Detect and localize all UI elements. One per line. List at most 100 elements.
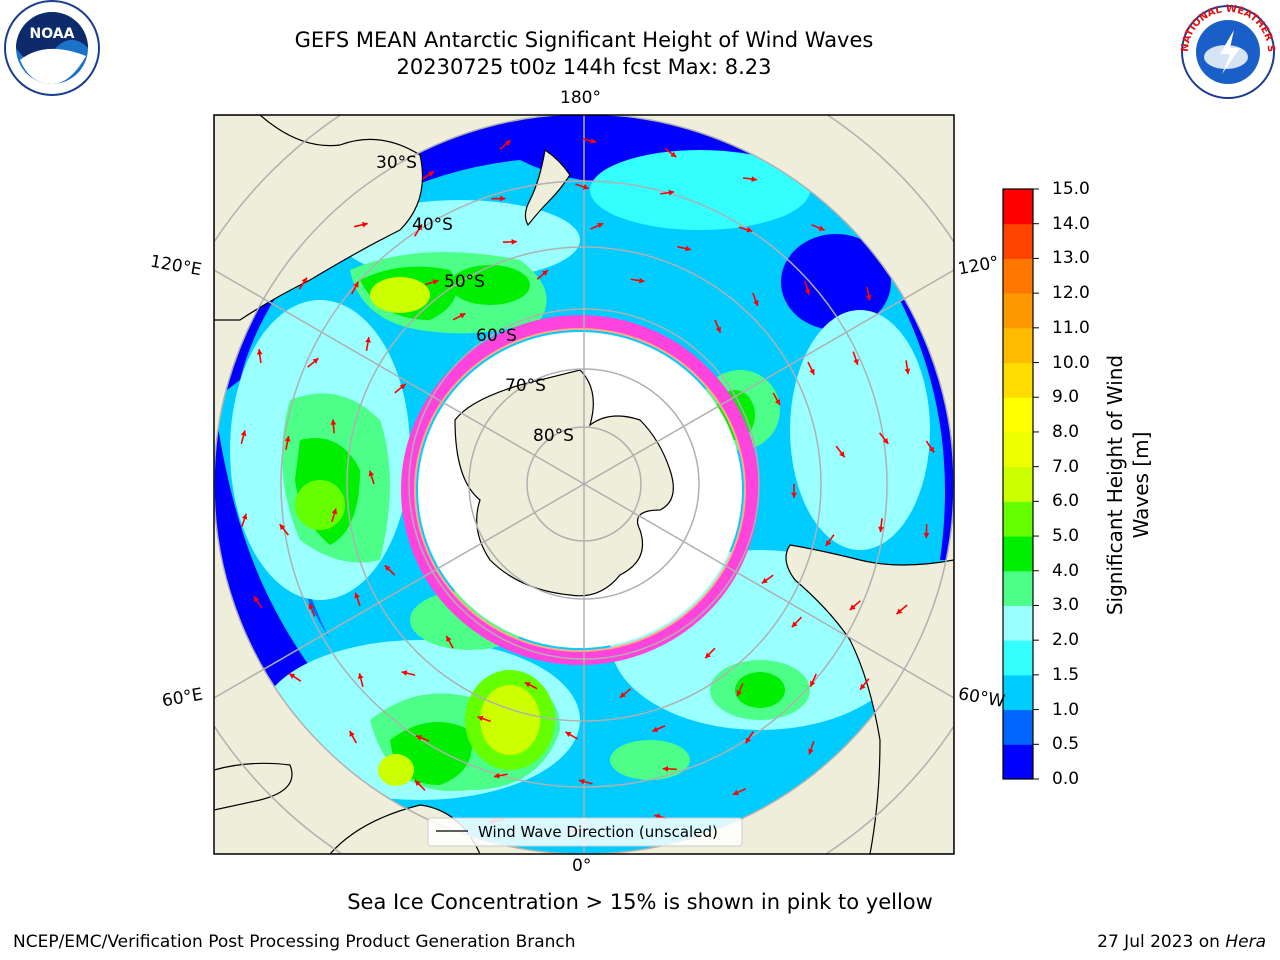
lon-label-180: 180° — [560, 88, 601, 108]
wind-arrow-head — [368, 470, 375, 477]
wind-arrow-head — [253, 596, 260, 603]
wind-arrow-head — [761, 577, 768, 584]
colorbar-band — [1003, 570, 1033, 606]
wind-arrow-head — [401, 670, 408, 676]
colorbar-band — [1003, 223, 1033, 259]
wind-arrow-head — [638, 277, 645, 284]
legend-label: Wind Wave Direction (unscaled) — [478, 823, 718, 841]
nws-logo: NATIONAL WEATHER SERVICE — [1176, 2, 1276, 99]
noaa-logo: NOAA — [4, 0, 100, 96]
colorbar-tick-label: 11.0 — [1052, 317, 1090, 338]
colorbar — [1003, 188, 1039, 780]
wind-arrow-head — [896, 608, 903, 615]
wind-arrow-head — [579, 778, 585, 785]
footer-machine: Hera — [1225, 932, 1266, 952]
colorbar-band — [1003, 709, 1033, 745]
wind-arrow-head — [904, 368, 911, 375]
colorbar-band — [1003, 674, 1033, 711]
colorbar-tick-label: 0.0 — [1052, 769, 1080, 789]
wind-arrow-head — [774, 399, 780, 406]
lat-label-60s: 60°S — [476, 326, 517, 346]
colorbar-band — [1003, 258, 1033, 294]
wind-arrow-head — [279, 524, 286, 531]
wind-arrow-head — [312, 358, 319, 364]
wind-arrow-head — [751, 176, 757, 182]
footer-credit: NCEP/EMC/Verification Post Processing Pr… — [13, 932, 576, 952]
colorbar-band — [1003, 605, 1033, 641]
wind-arrow-head — [354, 592, 360, 599]
colorbar-title: Significant Height of Wind Waves [m] — [1103, 354, 1153, 616]
wind-arrow-head — [414, 780, 421, 787]
wind-arrow-head — [715, 326, 721, 333]
colorbar-tick-label: 7.0 — [1052, 456, 1080, 477]
wind-arrow-head — [349, 730, 355, 737]
footer-date-prefix: 27 Jul 2023 on — [1097, 932, 1226, 952]
wind-arrow-head — [361, 221, 368, 228]
wind-arrow-head — [652, 726, 659, 732]
colorbar-tick-label: 15.0 — [1052, 179, 1090, 199]
wind-arrow-head — [662, 766, 669, 772]
wind-arrow-head — [357, 673, 364, 680]
wind-arrow-head — [241, 513, 248, 520]
colorbar-band — [1003, 466, 1033, 502]
colorbar-frame — [1002, 188, 1034, 780]
wind-arrow-head — [810, 680, 816, 687]
wind-arrow-head — [736, 690, 742, 697]
colorbar-tick-label: 10.0 — [1052, 352, 1090, 373]
wind-arrow-head — [284, 436, 291, 442]
wind-arrow-head — [353, 281, 359, 288]
wind-arrow-head — [427, 171, 434, 177]
wind-arrow-head — [331, 508, 338, 515]
new-zealand — [524, 148, 571, 227]
wind-arrow-head — [542, 270, 548, 276]
colorbar-tick-label: 6.0 — [1052, 491, 1080, 512]
wind-arrow-head — [849, 604, 856, 611]
sea-ice-edge — [401, 315, 759, 665]
colorbar-band — [1003, 397, 1033, 433]
antarctica — [454, 369, 674, 597]
wind-arrow-head — [240, 430, 247, 437]
wind-direction-arrows — [240, 138, 935, 834]
lat-label-70s: 70°S — [505, 376, 546, 396]
colorbar-tick-label: 0.5 — [1052, 734, 1080, 755]
wind-arrow-head — [818, 225, 825, 231]
colorbar-tick-label: 3.0 — [1052, 595, 1080, 616]
colorbar-band — [1003, 536, 1033, 572]
lat-label-30s: 30°S — [376, 153, 417, 173]
footer-date: 27 Jul 2023 on Hera — [1097, 932, 1266, 952]
australia — [214, 115, 424, 321]
wind-arrow-head — [511, 238, 517, 245]
wind-arrow-head — [808, 748, 814, 755]
sea-ice-note: Sea Ice Concentration > 15% is shown in … — [347, 890, 933, 914]
wind-arrow-head — [524, 682, 531, 688]
wind-arrow-head — [365, 337, 371, 343]
wind-arrow-head — [330, 419, 337, 425]
chart-subtitle: 20230725 t00z 144h fcst Max: 8.23 — [396, 55, 772, 79]
colorbar-band — [1003, 640, 1033, 676]
wind-arrow-head — [582, 184, 589, 190]
wind-arrow-head — [839, 451, 845, 458]
wind-arrow-head — [301, 277, 307, 284]
chart-title: GEFS MEAN Antarctic Significant Height o… — [294, 28, 874, 52]
colorbar-band — [1003, 327, 1033, 364]
wind-arrow-head — [619, 692, 626, 698]
wind-arrow-head — [882, 437, 889, 444]
lat-label-80s: 80°S — [533, 426, 574, 446]
graticule — [214, 115, 954, 854]
wind-arrow-head — [256, 349, 263, 355]
colorbar-band — [1003, 501, 1033, 537]
map-legend: Wind Wave Direction (unscaled) — [427, 817, 743, 847]
wind-arrow-head — [685, 245, 691, 252]
madagascar — [214, 762, 293, 811]
wind-arrow-head — [590, 138, 597, 144]
wind-arrow-head — [668, 189, 675, 196]
colorbar-band — [1003, 744, 1033, 780]
colorbar-tick-label: 9.0 — [1052, 387, 1080, 408]
wind-arrow-head — [565, 731, 572, 738]
wind-arrow-head — [477, 715, 484, 722]
wind-arrow-head — [670, 151, 677, 158]
wind-arrow-head — [878, 526, 884, 533]
wind-arrow-head — [791, 621, 798, 628]
wind-arrow-head — [860, 683, 866, 690]
